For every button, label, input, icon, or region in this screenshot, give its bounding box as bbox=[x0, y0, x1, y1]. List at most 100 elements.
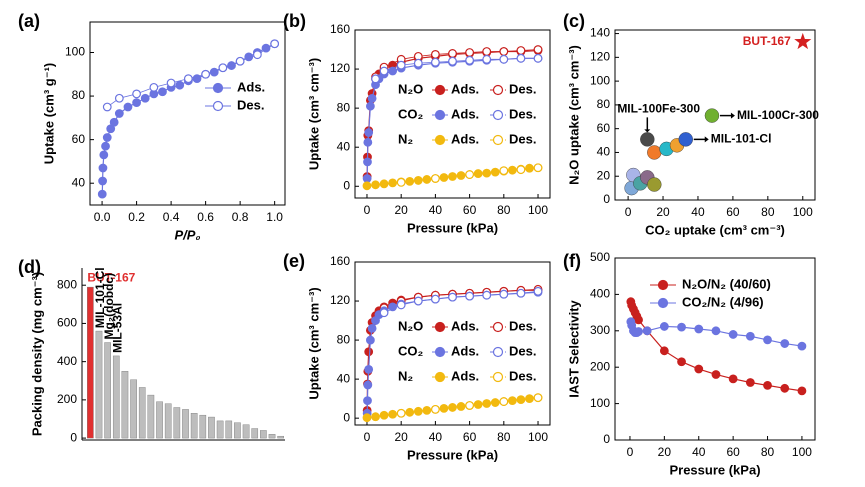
marker bbox=[364, 364, 374, 374]
marker bbox=[367, 93, 377, 103]
marker bbox=[99, 150, 109, 160]
marker bbox=[430, 50, 440, 59]
y-tick-label: 0 bbox=[70, 430, 77, 444]
marker bbox=[114, 93, 124, 103]
x-tick-label: 1.0 bbox=[266, 210, 283, 224]
marker bbox=[763, 381, 772, 390]
y-tick-label: 200 bbox=[57, 392, 77, 406]
bar-label: Mg₂(dobdc) bbox=[102, 273, 116, 340]
x-tick-label: 60 bbox=[463, 430, 477, 444]
point-label: MIL-101-Cl bbox=[711, 132, 772, 146]
marker bbox=[201, 69, 211, 79]
marker bbox=[379, 66, 389, 76]
marker bbox=[516, 53, 526, 63]
marker bbox=[365, 101, 375, 111]
x-tick-label: 60 bbox=[726, 445, 740, 459]
y-tick-label: 300 bbox=[590, 323, 610, 337]
marker bbox=[396, 408, 406, 418]
y-tick-label: 80 bbox=[72, 88, 86, 102]
bar bbox=[112, 355, 120, 439]
x-tick-label: 0.6 bbox=[197, 210, 214, 224]
point-label: BUT-167 bbox=[743, 34, 791, 48]
marker bbox=[659, 322, 669, 331]
marker bbox=[252, 50, 262, 60]
legend-marker bbox=[434, 321, 446, 333]
marker bbox=[363, 396, 372, 405]
legend-label: Des. bbox=[509, 106, 536, 121]
x-tick-label: 20 bbox=[656, 205, 670, 219]
y-axis-label: Uptake (cm³ cm⁻³) bbox=[306, 58, 321, 170]
marker bbox=[371, 412, 380, 422]
x-tick-label: 100 bbox=[528, 203, 548, 217]
marker bbox=[694, 364, 704, 374]
legend-group: N₂O bbox=[398, 318, 423, 333]
arrow-head bbox=[704, 136, 709, 143]
panel-label: (b) bbox=[283, 11, 306, 31]
legend-label: Ads. bbox=[451, 131, 479, 146]
y-tick-label: 60 bbox=[72, 132, 86, 146]
legend-group: N₂ bbox=[398, 131, 413, 146]
marker bbox=[396, 60, 406, 70]
legend-label: Des. bbox=[509, 318, 536, 333]
plot-frame bbox=[614, 29, 816, 201]
marker bbox=[364, 347, 374, 357]
marker bbox=[362, 181, 372, 191]
legend-marker bbox=[212, 82, 224, 94]
bar bbox=[164, 403, 172, 439]
marker bbox=[413, 296, 423, 306]
x-tick-label: 80 bbox=[497, 430, 511, 444]
legend-label: Ads. bbox=[237, 79, 265, 94]
x-axis-label: CO₂ uptake (cm³ cm⁻³) bbox=[645, 222, 785, 237]
y-tick-label: 400 bbox=[590, 287, 610, 301]
legend-group: CO₂ bbox=[398, 343, 424, 358]
arrow-head bbox=[644, 129, 651, 133]
marker bbox=[499, 397, 509, 406]
legend-marker bbox=[492, 109, 504, 121]
marker bbox=[533, 163, 543, 173]
marker bbox=[763, 335, 772, 345]
star-marker bbox=[794, 32, 812, 50]
legend-marker bbox=[657, 279, 669, 291]
marker bbox=[218, 63, 228, 73]
x-tick-label: 0 bbox=[364, 430, 371, 444]
x-tick-label: 20 bbox=[395, 203, 409, 217]
marker bbox=[98, 163, 108, 173]
marker bbox=[362, 174, 372, 183]
legend-marker bbox=[434, 84, 446, 96]
y-tick-label: 0 bbox=[603, 432, 610, 446]
panel-label: (f) bbox=[563, 251, 581, 271]
marker bbox=[499, 47, 509, 56]
marker bbox=[149, 82, 159, 92]
marker bbox=[183, 74, 193, 84]
legend-marker bbox=[492, 371, 504, 383]
legend-label: Ads. bbox=[451, 318, 479, 333]
legend-label: Ads. bbox=[451, 81, 479, 96]
legend-marker bbox=[492, 134, 504, 146]
y-tick-label: 0 bbox=[343, 410, 350, 424]
legend-label: Des. bbox=[509, 343, 536, 358]
marker bbox=[175, 80, 185, 90]
y-tick-label: 120 bbox=[590, 50, 610, 64]
y-axis-label: IAST Selectivity bbox=[566, 299, 581, 397]
y-axis-label: Uptake (cm³ cm⁻³) bbox=[306, 287, 321, 399]
y-tick-label: 100 bbox=[590, 73, 610, 87]
marker bbox=[711, 326, 721, 336]
bar bbox=[225, 420, 233, 439]
marker bbox=[465, 55, 475, 65]
y-tick-label: 80 bbox=[337, 332, 351, 346]
y-tick-label: 100 bbox=[590, 396, 610, 410]
y-tick-label: 80 bbox=[597, 97, 611, 111]
x-tick-label: 0 bbox=[625, 205, 632, 219]
bar bbox=[260, 430, 267, 439]
point bbox=[678, 132, 693, 147]
marker bbox=[482, 47, 492, 56]
bar bbox=[234, 422, 241, 439]
marker bbox=[123, 102, 133, 112]
marker bbox=[364, 128, 374, 137]
legend-marker bbox=[434, 134, 446, 146]
y-tick-label: 20 bbox=[597, 168, 611, 182]
bar-label: MIL-101-Cl bbox=[93, 267, 107, 328]
legend-label: N₂O/N₂ (40/60) bbox=[682, 276, 771, 291]
bar bbox=[251, 428, 259, 439]
x-tick-label: 40 bbox=[691, 205, 705, 219]
